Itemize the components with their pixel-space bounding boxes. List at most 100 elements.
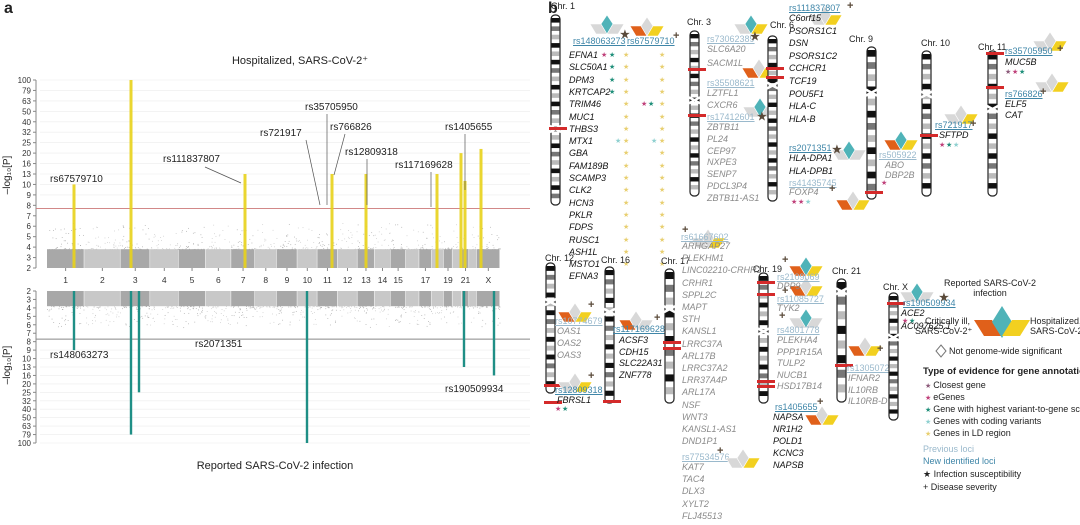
chromosome-band [760, 356, 768, 361]
chromosome-band [890, 372, 898, 376]
bottom-peak [130, 291, 132, 435]
gene-label: CEP97 [707, 146, 736, 158]
snp-point [158, 248, 159, 249]
snp-point [499, 248, 500, 249]
snp-point [320, 308, 321, 309]
snp-point [430, 324, 431, 325]
snp-point [194, 306, 195, 307]
locus-marker [757, 281, 775, 284]
snp-point [288, 307, 289, 308]
snp-point [113, 244, 114, 245]
snp-point [328, 307, 329, 308]
snp-point [376, 324, 377, 325]
chromosome-band [769, 190, 777, 194]
chromosome-band [989, 74, 997, 79]
snp-point [348, 247, 349, 248]
snp-point [88, 242, 89, 243]
snp-point [309, 306, 310, 307]
snp-point [380, 307, 381, 308]
snp-point [212, 318, 213, 319]
snp-point [370, 248, 371, 249]
chromosome-band [769, 79, 777, 83]
snp-point [397, 249, 398, 250]
snp-point [203, 249, 204, 250]
y-tick-label: 100 [18, 76, 32, 85]
snp-point [401, 317, 402, 318]
snp-point [380, 312, 381, 313]
snp-point [219, 248, 220, 249]
snp-point [152, 309, 153, 310]
snp-point [193, 249, 194, 250]
gene-label: HLA-DPB1 [789, 166, 833, 178]
snp-point [461, 323, 462, 324]
snp-point [229, 242, 230, 243]
snp-point [79, 323, 80, 324]
snp-point [283, 244, 284, 245]
snp-point [108, 306, 109, 307]
chromosome-band [552, 60, 560, 65]
snp-point [93, 307, 94, 308]
gene-label: SENP7 [707, 169, 737, 181]
snp-point [375, 308, 376, 309]
gene-label: LRRC37A2 [682, 363, 728, 375]
evidence-star-icon: ★ [659, 248, 665, 256]
snp-point [293, 314, 294, 315]
chromosome-band [666, 298, 674, 305]
evidence-star-icon: ★ [623, 63, 629, 71]
gene-label: CLK2 [569, 185, 592, 197]
chromosome-band [989, 153, 997, 158]
gene-label: HLA-DPA1 [789, 153, 832, 165]
snp-point [114, 247, 115, 248]
snp-point [110, 249, 111, 250]
chromosome-band [547, 310, 555, 315]
gene-label: SLC22A31 [619, 358, 663, 370]
snp-point [151, 247, 152, 248]
snp-point [320, 245, 321, 246]
snp-point [403, 249, 404, 250]
snp-point [95, 238, 96, 239]
snp-point [117, 248, 118, 249]
snp-point [428, 307, 429, 308]
snp-point [372, 309, 373, 310]
snp-point [382, 306, 383, 307]
chromosome-block-bottom [231, 291, 254, 306]
snp-point [66, 306, 67, 307]
snp-point [291, 249, 292, 250]
snp-point [386, 318, 387, 319]
snp-point [86, 244, 87, 245]
chr12-ideogram [544, 262, 558, 394]
association-flower-icon [804, 405, 840, 427]
snp-point [375, 244, 376, 245]
snp-point [133, 249, 134, 250]
chromosome-band [606, 372, 614, 377]
snp-point [161, 240, 162, 241]
snp-point [283, 245, 284, 246]
snp-point [194, 322, 195, 323]
chrX-ideogram [887, 292, 901, 421]
snp-point [307, 249, 308, 250]
snp-point [473, 227, 474, 228]
bottom-peak [73, 291, 75, 350]
snp-point [198, 249, 199, 250]
chromosome-band [606, 289, 614, 294]
snp-point [65, 315, 66, 316]
top-peak [130, 80, 133, 268]
gene-label: NAPSB [773, 460, 804, 472]
gene-label: KCNC3 [773, 448, 804, 460]
top-peak [460, 153, 463, 268]
susceptibility-mark: ★ [750, 30, 760, 43]
chromosome-band [691, 161, 699, 165]
snp-point [47, 309, 48, 310]
snp-point [487, 307, 488, 308]
snp-point [419, 312, 420, 313]
snp-point [142, 318, 143, 319]
snp-point [277, 306, 278, 307]
snp-point [350, 308, 351, 309]
snp-point [404, 306, 405, 307]
y-tick-label: 79 [22, 86, 31, 95]
snp-point [402, 248, 403, 249]
severity-mark: + [717, 445, 723, 457]
snp-point [223, 315, 224, 316]
chromosome-band [691, 153, 699, 157]
top-snp-annotation: rs111837807 [163, 154, 220, 165]
